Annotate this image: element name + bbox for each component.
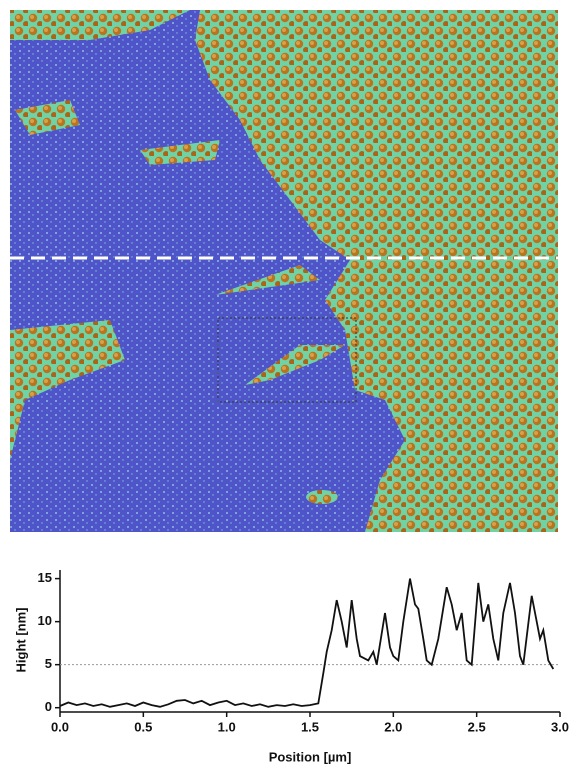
film-island xyxy=(10,10,190,40)
film-island xyxy=(306,490,338,504)
y-tick-label: 5 xyxy=(45,656,52,671)
x-tick-label: 1.0 xyxy=(218,719,236,734)
film-island xyxy=(10,320,125,460)
profile-chart: Hight [nm] Position [µm] 0 5 10 15 0.0 0.5 1.0… xyxy=(13,570,569,764)
x-axis-title: Position [µm] xyxy=(269,749,352,764)
film-island xyxy=(15,100,80,135)
y-tick-label: 15 xyxy=(38,570,52,585)
y-tick-label: 0 xyxy=(45,699,52,714)
film-island xyxy=(215,265,320,295)
x-tick-label: 1.5 xyxy=(301,719,319,734)
film-region xyxy=(195,10,558,532)
x-tick-label: 0.0 xyxy=(51,719,69,734)
y-axis-title: Hight [nm] xyxy=(13,608,28,673)
film-island xyxy=(245,345,345,385)
profile-line xyxy=(59,578,555,708)
x-tick-label: 2.0 xyxy=(384,719,402,734)
afm-image xyxy=(10,10,558,532)
y-tick-label: 10 xyxy=(38,613,52,628)
x-tick-label: 0.5 xyxy=(134,719,152,734)
x-tick-label: 2.5 xyxy=(468,719,486,734)
zoom-box xyxy=(217,317,357,403)
film-island xyxy=(140,140,220,165)
x-tick-label: 3.0 xyxy=(551,719,569,734)
